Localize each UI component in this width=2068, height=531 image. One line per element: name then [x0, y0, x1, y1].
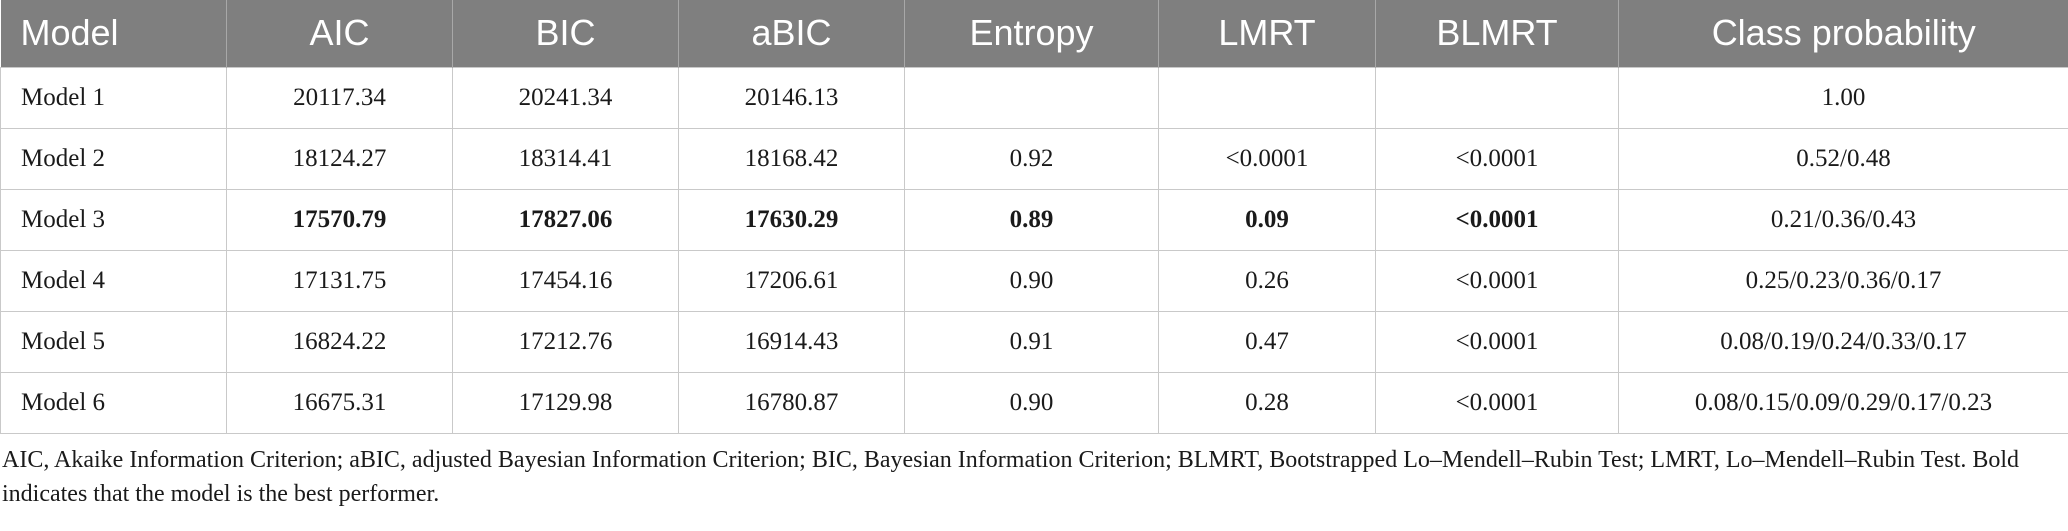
- header-row: Model AIC BIC aBIC Entropy LMRT BLMRT Cl…: [0, 0, 2068, 67]
- cell-class-probability: 0.21/0.36/0.43: [1618, 189, 2068, 250]
- cell-entropy: 0.91: [904, 311, 1159, 372]
- cell-aic: 16824.22: [226, 311, 453, 372]
- cell-lmrt: 0.28: [1158, 372, 1376, 433]
- cell-lmrt: 0.47: [1158, 311, 1376, 372]
- cell-class-probability: 0.08/0.19/0.24/0.33/0.17: [1618, 311, 2068, 372]
- table-header: Model AIC BIC aBIC Entropy LMRT BLMRT Cl…: [0, 0, 2068, 67]
- cell-entropy: [904, 67, 1159, 128]
- cell-blmrt: <0.0001: [1375, 189, 1619, 250]
- header-cell-class-probability: Class probability: [1618, 0, 2068, 67]
- cell-aic: 17570.79: [226, 189, 453, 250]
- cell-aic: 16675.31: [226, 372, 453, 433]
- table-row: Model 5 16824.22 17212.76 16914.43 0.91 …: [0, 311, 2068, 372]
- cell-entropy: 0.92: [904, 128, 1159, 189]
- model-fit-table-figure: Model AIC BIC aBIC Entropy LMRT BLMRT Cl…: [0, 0, 2068, 507]
- cell-blmrt: <0.0001: [1375, 311, 1619, 372]
- cell-bic: 17827.06: [452, 189, 679, 250]
- table-row-best-model: Model 3 17570.79 17827.06 17630.29 0.89 …: [0, 189, 2068, 250]
- cell-model: Model 1: [0, 67, 227, 128]
- cell-lmrt: 0.26: [1158, 250, 1376, 311]
- cell-model: Model 6: [0, 372, 227, 433]
- header-cell-aic: AIC: [226, 0, 453, 67]
- cell-aic: 18124.27: [226, 128, 453, 189]
- table-row: Model 2 18124.27 18314.41 18168.42 0.92 …: [0, 128, 2068, 189]
- cell-lmrt: 0.09: [1158, 189, 1376, 250]
- cell-abic: 16780.87: [678, 372, 905, 433]
- cell-model: Model 3: [0, 189, 227, 250]
- cell-class-probability: 1.00: [1618, 67, 2068, 128]
- cell-aic: 17131.75: [226, 250, 453, 311]
- cell-class-probability: 0.25/0.23/0.36/0.17: [1618, 250, 2068, 311]
- cell-blmrt: <0.0001: [1375, 372, 1619, 433]
- header-cell-bic: BIC: [452, 0, 679, 67]
- cell-lmrt: [1158, 67, 1376, 128]
- cell-lmrt: <0.0001: [1158, 128, 1376, 189]
- cell-blmrt: <0.0001: [1375, 250, 1619, 311]
- header-cell-blmrt: BLMRT: [1375, 0, 1619, 67]
- table-row: Model 4 17131.75 17454.16 17206.61 0.90 …: [0, 250, 2068, 311]
- cell-abic: 18168.42: [678, 128, 905, 189]
- cell-model: Model 5: [0, 311, 227, 372]
- header-cell-model: Model: [20, 12, 119, 54]
- table-row: Model 6 16675.31 17129.98 16780.87 0.90 …: [0, 372, 2068, 433]
- cell-abic: 17630.29: [678, 189, 905, 250]
- cell-model: Model 2: [0, 128, 227, 189]
- cell-abic: 16914.43: [678, 311, 905, 372]
- table-footnote: AIC, Akaike Information Criterion; aBIC,…: [2, 446, 2020, 507]
- cell-entropy: 0.89: [904, 189, 1159, 250]
- table-row: Model 1 20117.34 20241.34 20146.13 1.00: [0, 67, 2068, 128]
- header-cell-entropy: Entropy: [904, 0, 1159, 67]
- cell-entropy: 0.90: [904, 250, 1159, 311]
- cell-model: Model 4: [0, 250, 227, 311]
- cell-class-probability: 0.08/0.15/0.09/0.29/0.17/0.23: [1618, 372, 2068, 433]
- cell-bic: 17129.98: [452, 372, 679, 433]
- cell-aic: 20117.34: [226, 67, 453, 128]
- cell-bic: 17212.76: [452, 311, 679, 372]
- model-fit-table: Model AIC BIC aBIC Entropy LMRT BLMRT Cl…: [0, 0, 2068, 433]
- cell-blmrt: <0.0001: [1375, 128, 1619, 189]
- table-body: Model 1 20117.34 20241.34 20146.13 1.00 …: [0, 67, 2068, 433]
- cell-blmrt: [1375, 67, 1619, 128]
- cell-entropy: 0.90: [904, 372, 1159, 433]
- header-cell-lmrt: LMRT: [1158, 0, 1376, 67]
- cell-abic: 17206.61: [678, 250, 905, 311]
- header-cell-abic: aBIC: [678, 0, 905, 67]
- cell-class-probability: 0.52/0.48: [1618, 128, 2068, 189]
- cell-bic: 20241.34: [452, 67, 679, 128]
- cell-abic: 20146.13: [678, 67, 905, 128]
- cell-bic: 17454.16: [452, 250, 679, 311]
- cell-bic: 18314.41: [452, 128, 679, 189]
